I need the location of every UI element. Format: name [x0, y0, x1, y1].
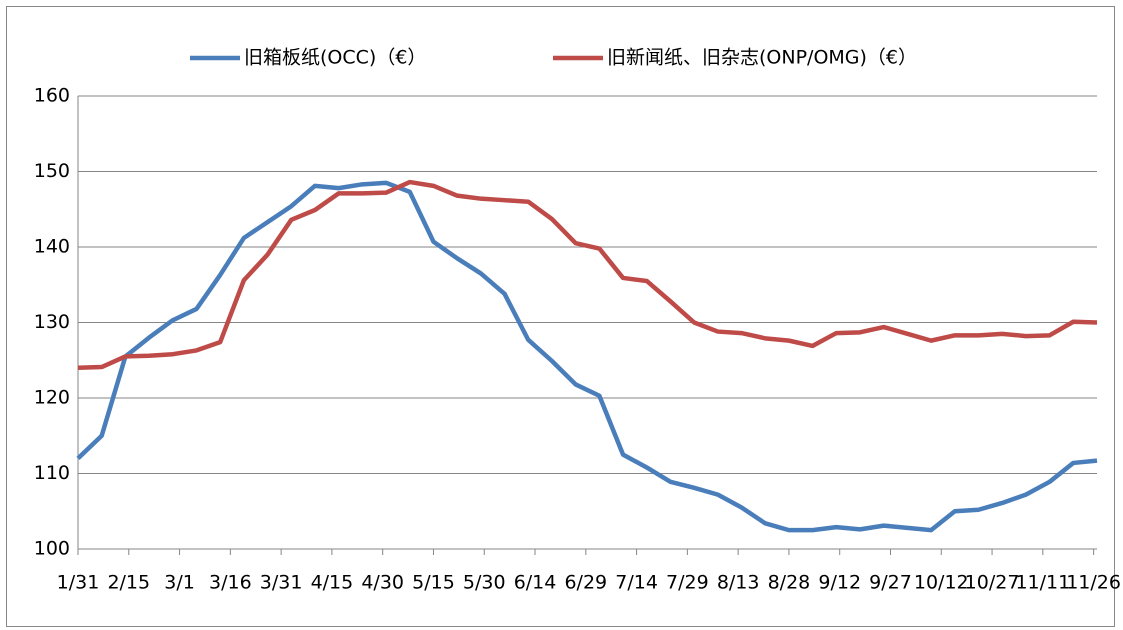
x-tick-label: 8/13 — [717, 572, 760, 594]
y-tick-label: 160 — [34, 85, 70, 107]
x-tick-label: 4/30 — [361, 572, 404, 594]
x-tick-label: 10/12 — [914, 572, 969, 594]
x-tick-label: 6/14 — [514, 572, 557, 594]
legend-label: 旧新闻纸、旧杂志(ONP/OMG)（€） — [607, 47, 917, 69]
y-tick-label: 150 — [34, 160, 70, 182]
x-tick-label: 9/27 — [869, 572, 912, 594]
chart-frame — [6, 6, 1115, 627]
x-tick-label: 3/31 — [260, 572, 303, 594]
x-tick-label: 6/29 — [564, 572, 607, 594]
x-tick-label: 11/11 — [1015, 572, 1070, 594]
x-tick-label: 1/31 — [57, 572, 100, 594]
y-tick-label: 140 — [34, 236, 70, 258]
x-tick-label: 3/16 — [209, 572, 252, 594]
y-tick-label: 120 — [34, 387, 70, 409]
x-tick-label: 7/14 — [615, 572, 658, 594]
x-tick-label: 5/30 — [463, 572, 506, 594]
x-tick-label: 11/26 — [1066, 572, 1121, 594]
x-tick-label: 2/15 — [107, 572, 150, 594]
line-series — [76, 180, 1098, 533]
x-tick-label: 5/15 — [412, 572, 455, 594]
y-tick-label: 100 — [34, 538, 70, 560]
x-tick-label: 10/27 — [965, 572, 1020, 594]
x-tick-label: 9/12 — [818, 572, 861, 594]
x-tick-label: 7/29 — [666, 572, 709, 594]
x-tick-label: 8/28 — [768, 572, 811, 594]
y-tick-label: 110 — [34, 462, 70, 484]
legend-label: 旧箱板纸(OCC)（€） — [244, 47, 426, 69]
y-tick-label: 130 — [34, 311, 70, 333]
line-series — [77, 179, 1098, 371]
x-tick-label: 3/1 — [164, 572, 195, 594]
x-tick-label: 4/15 — [311, 572, 354, 594]
